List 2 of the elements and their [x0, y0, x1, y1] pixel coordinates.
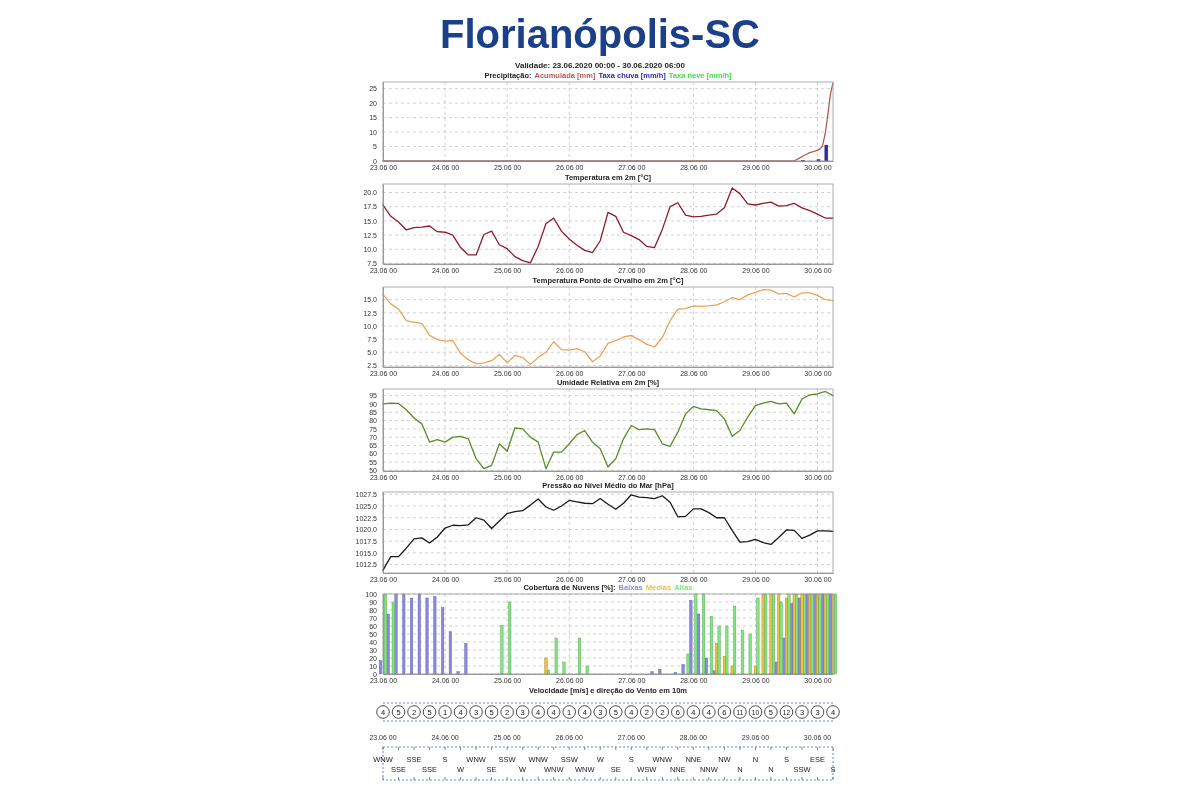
text: Florianópolis-SC [440, 12, 760, 56]
text: Validade: 23.06.2020 00:00 - 30.06.2020 06:00 [515, 61, 686, 70]
